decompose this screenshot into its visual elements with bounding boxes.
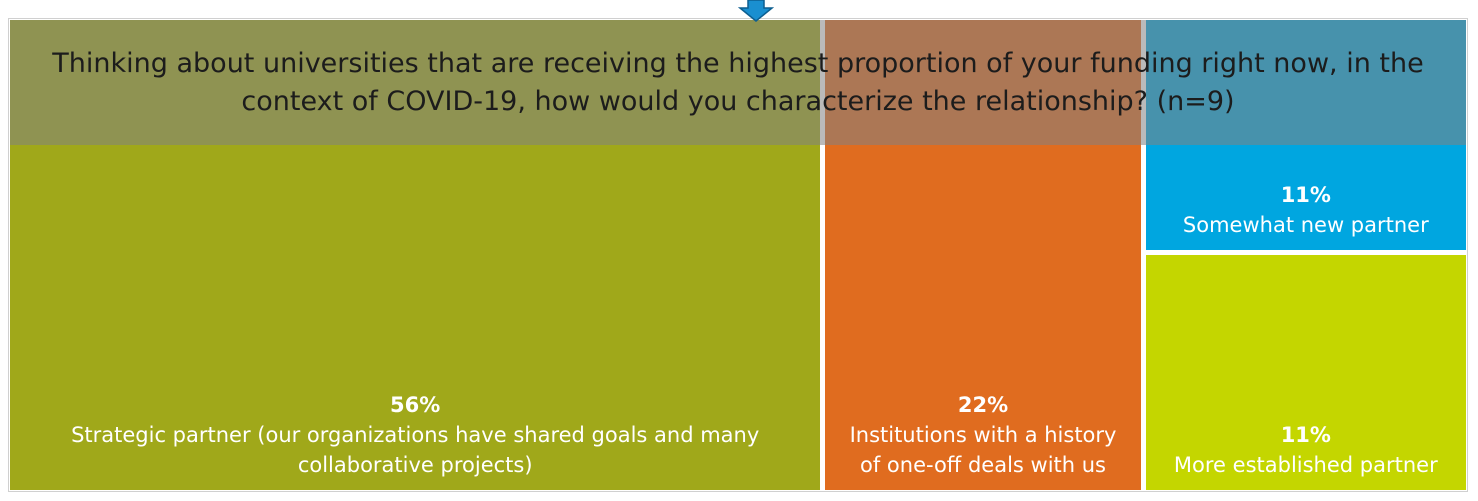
category-label: Institutions with a history of one-off d… — [849, 423, 1117, 477]
category-label: More established partner — [1173, 453, 1438, 477]
value-label: 11% — [1280, 423, 1331, 447]
value-label: 56% — [390, 393, 441, 417]
frame — [8, 18, 1468, 492]
chart-title: Thinking about universities that are rec… — [10, 20, 1466, 145]
treemap-block: 11% More established partner — [1145, 255, 1466, 490]
arrow-icon — [738, 0, 774, 22]
category-label: Somewhat new partner — [1182, 213, 1429, 237]
category-label: Strategic partner (our organizations hav… — [71, 423, 760, 477]
value-label: 11% — [1280, 183, 1331, 207]
value-label: 22% — [957, 393, 1009, 417]
